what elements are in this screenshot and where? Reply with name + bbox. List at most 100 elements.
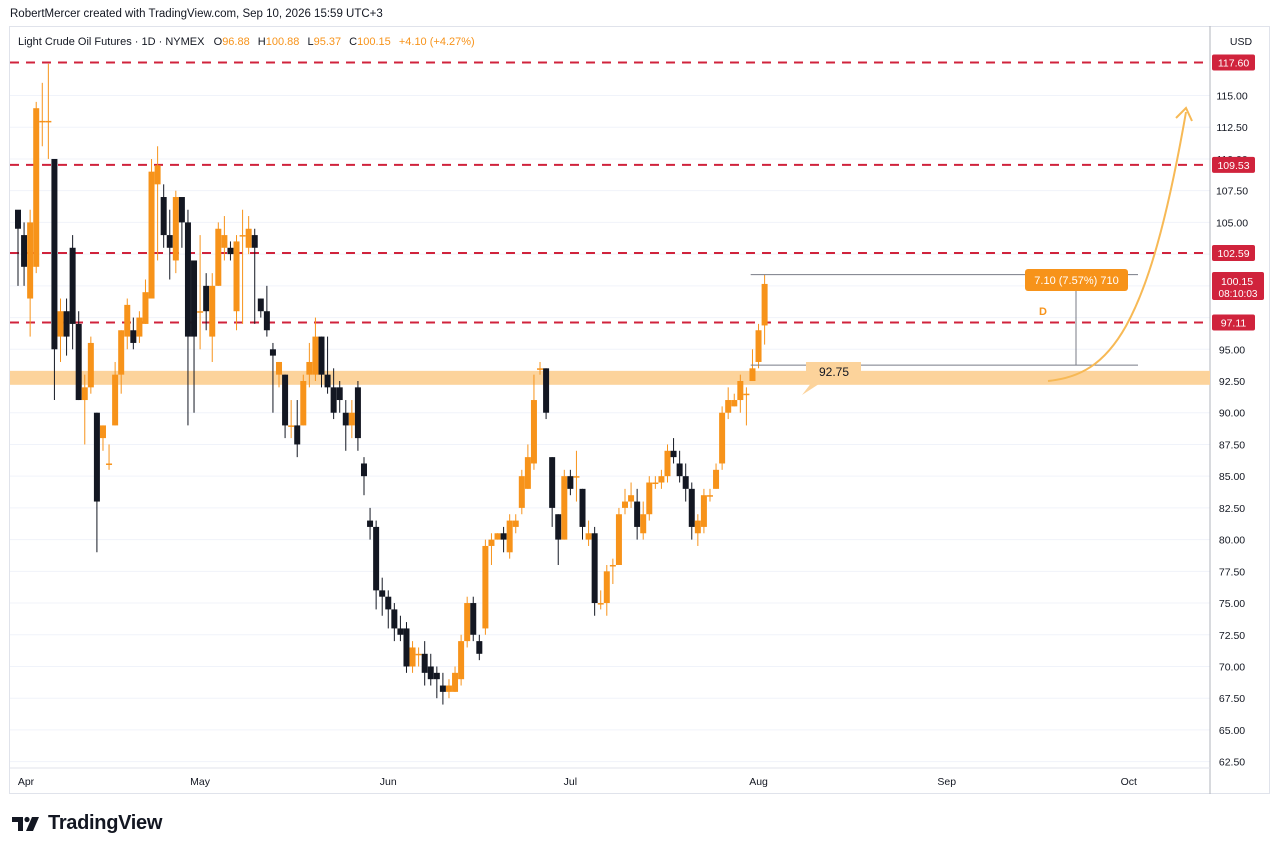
candle-body[interactable] [518, 476, 525, 508]
candle-body[interactable] [385, 596, 392, 610]
candle-body[interactable] [15, 209, 21, 229]
candle-body[interactable] [160, 197, 167, 236]
candle-body[interactable] [336, 387, 343, 401]
candle-body[interactable] [543, 368, 550, 413]
candle-body[interactable] [136, 317, 143, 337]
candle-body[interactable] [142, 292, 149, 324]
candle-body[interactable] [75, 323, 82, 401]
candle-body[interactable] [227, 247, 234, 255]
candle-body[interactable] [197, 311, 204, 313]
candle-body[interactable] [713, 469, 720, 489]
candle-body[interactable] [69, 247, 76, 324]
candle-body[interactable] [27, 222, 34, 299]
candle-body[interactable] [458, 641, 465, 680]
candle-body[interactable] [415, 653, 422, 656]
candle-body[interactable] [178, 197, 185, 223]
candle-body[interactable] [488, 539, 495, 546]
candle-body[interactable] [573, 476, 580, 478]
candle-body[interactable] [251, 235, 258, 248]
candle-body[interactable] [33, 108, 40, 267]
candle-body[interactable] [81, 387, 88, 401]
measure-label-box[interactable] [1025, 269, 1128, 291]
candle-body[interactable] [282, 374, 289, 426]
candle-body[interactable] [397, 628, 404, 635]
candle-body[interactable] [506, 520, 513, 553]
candle-body[interactable] [512, 520, 519, 527]
candle-body[interactable] [130, 330, 137, 343]
support-zone[interactable] [10, 370, 1210, 385]
candle-body[interactable] [500, 533, 507, 540]
candle-body[interactable] [555, 514, 562, 540]
candle-body[interactable] [700, 495, 707, 527]
candle-body[interactable] [670, 450, 677, 458]
candle-body[interactable] [694, 520, 701, 534]
candle-body[interactable] [87, 342, 94, 388]
candle-body[interactable] [63, 311, 70, 337]
candle-body[interactable] [203, 285, 210, 312]
candle-body[interactable] [755, 330, 762, 362]
candle-body[interactable] [706, 495, 713, 497]
candle-body[interactable] [221, 235, 228, 248]
candle-body[interactable] [263, 311, 270, 331]
candle-body[interactable] [154, 165, 161, 185]
candle-body[interactable] [57, 311, 64, 337]
candle-body[interactable] [118, 330, 125, 375]
candle-body[interactable] [464, 603, 471, 642]
dividend-marker[interactable]: D [1039, 306, 1047, 318]
candle-body[interactable] [124, 304, 131, 337]
candle-body[interactable] [379, 590, 386, 597]
candle-body[interactable] [257, 298, 264, 312]
candle-body[interactable] [330, 387, 337, 413]
candle-body[interactable] [354, 387, 361, 439]
candle-body[interactable] [300, 381, 307, 426]
candle-body[interactable] [348, 412, 355, 426]
candle-body[interactable] [652, 482, 659, 485]
candle-body[interactable] [591, 533, 598, 604]
candle-body[interactable] [245, 228, 252, 248]
candle-body[interactable] [749, 368, 756, 382]
candle-body[interactable] [306, 361, 313, 375]
candle-body[interactable] [318, 336, 325, 375]
candle-body[interactable] [634, 501, 641, 527]
candle-body[interactable] [585, 533, 592, 540]
candle-body[interactable] [731, 400, 738, 407]
candle-body[interactable] [191, 260, 198, 337]
candle-body[interactable] [367, 520, 374, 527]
candle-body[interactable] [172, 197, 179, 261]
currency-label[interactable]: USD [1229, 36, 1253, 48]
candle-body[interactable] [737, 381, 744, 401]
candle-body[interactable] [99, 425, 106, 439]
candle-body[interactable] [615, 514, 622, 565]
candle-body[interactable] [421, 653, 428, 673]
candle-body[interactable] [233, 241, 240, 312]
candle-body[interactable] [342, 412, 349, 426]
candle-body[interactable] [725, 400, 732, 413]
candle-body[interactable] [719, 412, 726, 464]
candle-body[interactable] [743, 393, 750, 396]
candle-body[interactable] [166, 235, 173, 248]
candle-body[interactable] [646, 482, 653, 515]
candle-body[interactable] [112, 374, 119, 426]
candle-body[interactable] [239, 235, 246, 237]
candle-body[interactable] [561, 476, 568, 540]
candle-body[interactable] [482, 545, 489, 629]
candle-body[interactable] [106, 463, 113, 465]
candle-body[interactable] [433, 672, 440, 680]
candle-body[interactable] [39, 120, 46, 123]
candle-body[interactable] [597, 603, 604, 605]
candle-body[interactable] [445, 685, 452, 692]
candle-body[interactable] [494, 533, 501, 540]
candle-body[interactable] [427, 666, 434, 680]
candle-body[interactable] [324, 374, 331, 388]
candle-body[interactable] [549, 457, 556, 508]
candle-body[interactable] [269, 349, 276, 356]
candle-body[interactable] [439, 685, 446, 692]
candle-body[interactable] [360, 463, 367, 477]
candle-body[interactable] [524, 457, 531, 489]
candle-body[interactable] [209, 285, 216, 337]
candle-body[interactable] [628, 495, 635, 502]
candle-body[interactable] [622, 501, 628, 508]
candle-body[interactable] [403, 628, 410, 667]
candle-body[interactable] [579, 488, 586, 527]
candle-body[interactable] [184, 222, 191, 337]
